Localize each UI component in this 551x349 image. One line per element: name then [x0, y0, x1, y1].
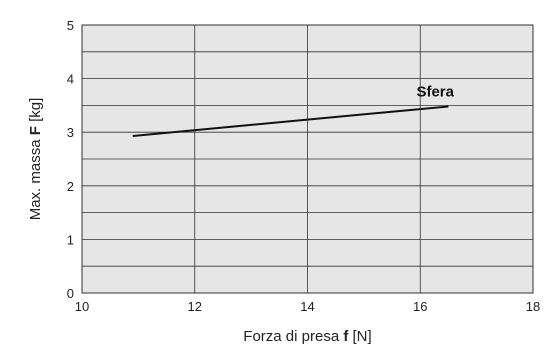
x-axis-title: Forza di presa f [N] [243, 328, 371, 345]
y-axis-title: Max. massa F [kg] [27, 98, 44, 221]
y-tick-label: 0 [67, 286, 74, 301]
x-axis-title-symbol: f [343, 328, 349, 345]
x-tick-label: 18 [526, 299, 540, 314]
x-tick-label: 12 [188, 299, 202, 314]
grid-lines [81, 24, 534, 294]
y-axis-title-unit: [kg] [27, 98, 44, 122]
x-tick-label: 10 [75, 299, 89, 314]
y-tick-label: 1 [67, 232, 74, 247]
y-axis-title-text: Max. massa [27, 139, 44, 221]
series-layer: Sfera [132, 83, 455, 137]
y-axis-title-symbol: F [27, 126, 44, 135]
x-axis-title-text: Forza di presa [243, 328, 340, 345]
x-tick-label: 14 [300, 299, 314, 314]
x-tick-label: 16 [413, 299, 427, 314]
x-axis-title-unit: [N] [353, 328, 372, 345]
y-tick-label: 2 [67, 179, 74, 194]
series-label: Sfera [416, 83, 454, 100]
y-tick-label: 3 [67, 125, 74, 140]
y-tick-label: 4 [67, 72, 74, 87]
series-line [132, 105, 449, 137]
y-tick-label: 5 [67, 18, 74, 33]
